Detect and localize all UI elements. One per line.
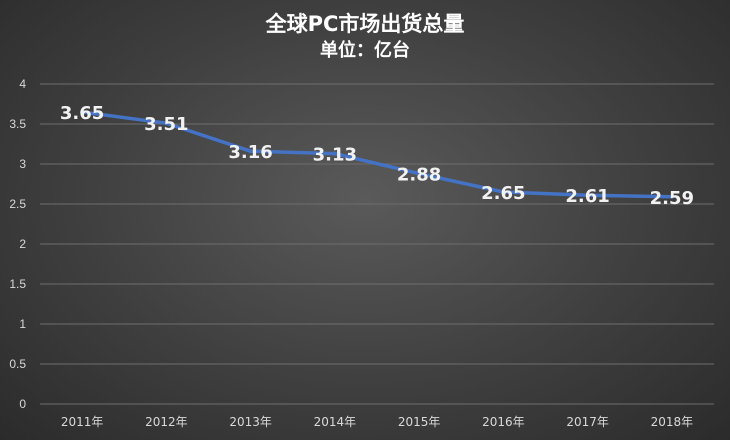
x-tick-label: 2014年 (314, 415, 357, 429)
data-point (80, 110, 85, 114)
chart-subtitle: 单位：亿台 (320, 40, 410, 61)
data-label: 3.16 (228, 142, 272, 163)
y-tick-label: 1.5 (9, 277, 26, 291)
y-tick-label: 3.5 (9, 117, 26, 131)
data-point (585, 193, 590, 198)
data-label: 3.65 (60, 103, 104, 124)
data-point (248, 149, 253, 154)
series-line (80, 110, 674, 199)
y-tick-label: 0.5 (9, 357, 26, 371)
data-point (669, 194, 674, 199)
x-tick-label: 2015年 (398, 415, 441, 429)
x-tick-label: 2011年 (61, 415, 104, 429)
y-tick-label: 2.5 (9, 197, 26, 211)
data-point (501, 190, 506, 194)
y-tick-label: 2 (19, 237, 26, 251)
data-point (417, 171, 422, 176)
data-label: 3.51 (144, 114, 188, 135)
data-label: 2.65 (481, 183, 525, 204)
data-label: 2.59 (650, 188, 694, 209)
x-tick-label: 2018年 (651, 415, 694, 429)
data-label: 2.88 (397, 165, 441, 186)
data-label: 3.13 (313, 145, 357, 166)
x-tick-label: 2016年 (482, 415, 525, 429)
data-point (332, 151, 337, 156)
x-tick-label: 2012年 (145, 415, 188, 429)
x-tick-label: 2017年 (566, 415, 609, 429)
y-tick-label: 0 (19, 397, 26, 411)
data-label: 2.61 (565, 186, 609, 207)
x-tick-label: 2013年 (229, 415, 272, 429)
data-point (164, 121, 169, 126)
chart-title: 全球PC市场出货总量 (265, 12, 465, 36)
y-tick-label: 1 (19, 317, 26, 331)
y-tick-label: 3 (19, 157, 26, 171)
y-tick-label: 4 (19, 77, 26, 91)
